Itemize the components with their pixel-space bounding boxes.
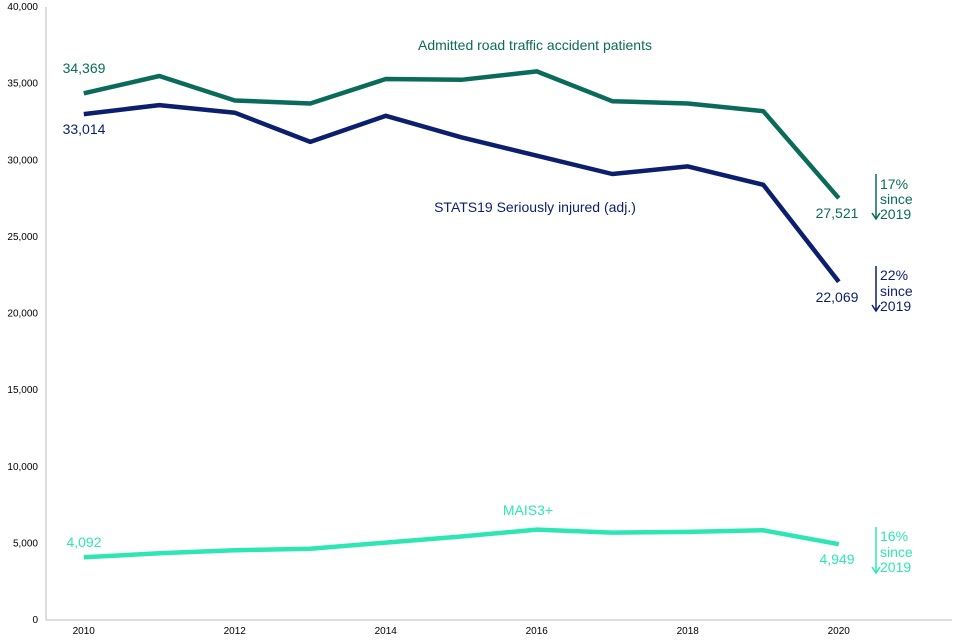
change-annotation-admitted: 17% since 2019 [871, 174, 913, 222]
change-annotation-mais3: 16% since 2019 [871, 527, 913, 575]
tick-labels: 0 5,000 10,000 15,000 20,000 25,000 30,000 35,0… [7, 2, 850, 637]
series-lines [83, 69, 841, 560]
x-tick-label: 2010 [73, 626, 96, 637]
change-year: 2019 [880, 206, 911, 222]
end-label-mais3: 4,949 [819, 551, 854, 567]
change-since: since [880, 191, 913, 207]
series-name-admitted: Admitted road traffic accident patients [418, 37, 652, 53]
end-label-admitted: 27,521 [816, 205, 859, 221]
y-tick-label: 0 [32, 615, 38, 626]
x-tick-label: 2014 [375, 626, 398, 637]
change-year: 2019 [880, 559, 911, 575]
arrow-head-icon [871, 304, 881, 313]
axes [45, 7, 952, 621]
start-label-admitted: 34,369 [63, 60, 106, 76]
change-pct: 16% [880, 528, 908, 544]
annotations: Admitted road traffic accident patients … [63, 37, 913, 575]
series-line-2 [83, 527, 840, 560]
y-tick-label: 30,000 [7, 155, 38, 166]
arrow-head-icon [871, 212, 881, 221]
x-tick-label: 2012 [224, 626, 247, 637]
x-tick-label: 2016 [526, 626, 549, 637]
change-year: 2019 [880, 298, 911, 314]
change-pct: 22% [880, 267, 908, 283]
series-line-1 [83, 102, 841, 284]
start-label-mais3: 4,092 [66, 534, 101, 550]
series-line-0 [83, 69, 841, 200]
y-tick-label: 35,000 [7, 79, 38, 90]
y-tick-label: 40,000 [7, 2, 38, 13]
series-name-stats19: STATS19 Seriously injured (adj.) [434, 199, 636, 215]
change-annotation-stats19: 22% since 2019 [871, 266, 913, 314]
series-name-mais3: MAIS3+ [503, 502, 553, 518]
x-tick-label: 2020 [828, 626, 851, 637]
y-tick-label: 25,000 [7, 232, 38, 243]
start-label-stats19: 33,014 [63, 121, 106, 137]
y-tick-label: 10,000 [7, 462, 38, 473]
y-tick-label: 5,000 [13, 538, 38, 549]
arrow-head-icon [871, 566, 881, 575]
change-since: since [880, 544, 913, 560]
end-label-stats19: 22,069 [816, 289, 859, 305]
y-tick-label: 15,000 [7, 385, 38, 396]
y-tick-label: 20,000 [7, 309, 38, 320]
x-tick-label: 2018 [677, 626, 700, 637]
change-pct: 17% [880, 176, 908, 192]
change-since: since [880, 283, 913, 299]
